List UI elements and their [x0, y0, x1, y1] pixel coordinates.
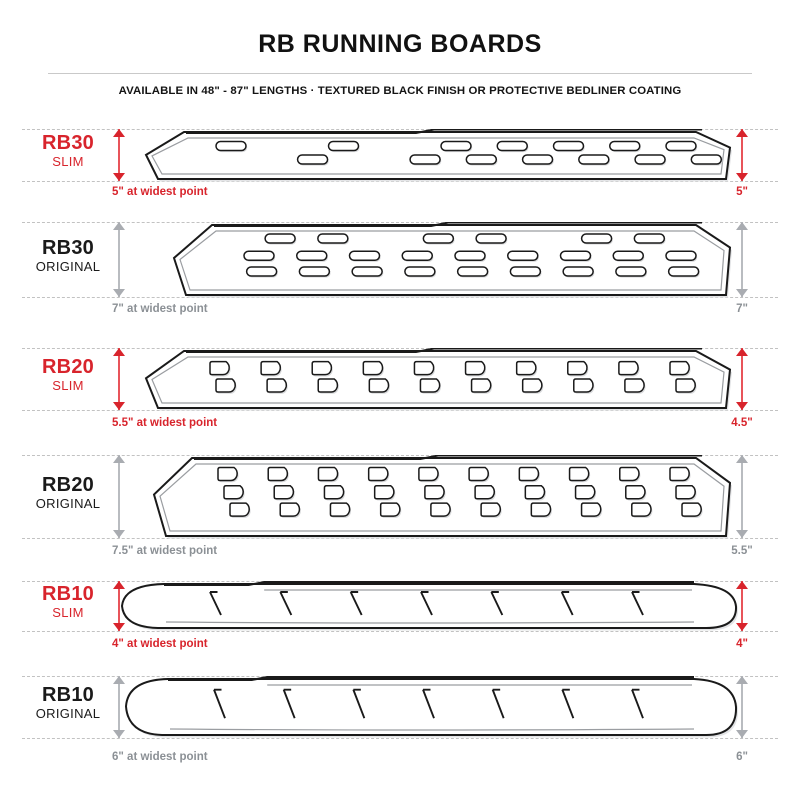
guide-line-top	[22, 455, 778, 456]
running-board-illustration[interactable]	[118, 581, 740, 637]
guide-line-bottom	[22, 631, 778, 632]
width-caption: 5.5" at widest point	[112, 417, 218, 429]
arrow-head-up	[113, 222, 125, 230]
product-label[interactable]: RB20 ORIGINAL	[20, 473, 116, 512]
running-board-illustration[interactable]	[140, 348, 740, 416]
dimension-arrow-right	[735, 129, 749, 181]
arrow-shaft	[118, 348, 120, 410]
dimension-arrow-right	[735, 222, 749, 297]
product-label[interactable]: RB10 ORIGINAL	[20, 685, 116, 722]
arrow-head-up	[736, 129, 748, 137]
width-caption: 5" at widest point	[112, 186, 208, 198]
width-caption: 6" at widest point	[112, 751, 208, 763]
arrow-head-down	[736, 530, 748, 538]
running-board-illustration[interactable]	[148, 455, 740, 544]
running-board-illustration[interactable]	[140, 129, 740, 187]
dimension-arrow-right	[735, 581, 749, 631]
arrow-head-down	[736, 623, 748, 631]
dimension-arrow-left	[112, 455, 126, 538]
guide-line-bottom	[22, 738, 778, 739]
arrow-shaft	[741, 676, 743, 738]
arrow-head-down	[736, 402, 748, 410]
arrow-head-up	[736, 581, 748, 589]
product-model: RB10	[42, 583, 94, 605]
width-value: 6"	[736, 751, 748, 763]
dimension-arrow-right	[735, 455, 749, 538]
dimension-arrow-left	[112, 348, 126, 410]
arrow-head-down	[736, 173, 748, 181]
product-variant: SLIM	[52, 378, 84, 393]
product-model: RB20	[42, 473, 94, 496]
arrow-head-down	[113, 623, 125, 631]
dimension-arrow-left	[112, 581, 126, 631]
arrow-shaft	[118, 222, 120, 297]
header-subtitle: AVAILABLE IN 48" - 87" LENGTHS · TEXTURE…	[118, 85, 682, 97]
arrow-shaft	[741, 455, 743, 538]
arrow-head-up	[113, 129, 125, 137]
product-model: RB30	[42, 132, 94, 154]
arrow-shaft	[741, 222, 743, 297]
product-label[interactable]: RB10 SLIM	[20, 584, 116, 621]
width-value: 4.5"	[731, 417, 753, 429]
arrow-head-down	[113, 173, 125, 181]
arrow-shaft	[741, 129, 743, 181]
arrow-shaft	[118, 581, 120, 631]
product-variant: SLIM	[52, 154, 84, 169]
arrow-head-down	[113, 730, 125, 738]
arrow-head-up	[113, 676, 125, 684]
width-caption: 4" at widest point	[112, 638, 208, 650]
product-model: RB10	[42, 684, 94, 706]
product-variant: ORIGINAL	[35, 706, 101, 721]
arrow-head-up	[113, 581, 125, 589]
guide-line-top	[22, 222, 778, 223]
product-label[interactable]: RB30 SLIM	[20, 133, 116, 170]
dimension-arrow-left	[112, 222, 126, 297]
arrow-head-up	[736, 455, 748, 463]
page-header: RB RUNNING BOARDS AVAILABLE IN 48" - 87"…	[0, 0, 800, 97]
product-model: RB30	[42, 236, 94, 259]
arrow-head-down	[736, 289, 748, 297]
arrow-head-down	[113, 530, 125, 538]
guide-line-top	[22, 129, 778, 130]
width-caption: 7" at widest point	[112, 303, 208, 315]
page-title: RB RUNNING BOARDS	[258, 30, 542, 58]
width-value: 5.5"	[731, 545, 753, 557]
arrow-head-down	[736, 730, 748, 738]
width-value: 7"	[736, 303, 748, 315]
product-variant: SLIM	[52, 605, 84, 620]
product-model: RB20	[42, 356, 94, 378]
arrow-head-up	[736, 348, 748, 356]
guide-line-top	[22, 348, 778, 349]
width-caption: 7.5" at widest point	[112, 545, 218, 557]
header-divider	[48, 73, 752, 74]
arrow-head-up	[736, 222, 748, 230]
dimension-arrow-right	[735, 676, 749, 738]
arrow-shaft	[118, 129, 120, 181]
arrow-shaft	[118, 455, 120, 538]
width-value: 5"	[736, 186, 748, 198]
arrow-shaft	[741, 581, 743, 631]
arrow-shaft	[118, 676, 120, 738]
arrow-head-down	[113, 289, 125, 297]
running-board-illustration[interactable]	[168, 222, 740, 303]
product-variant: ORIGINAL	[35, 258, 101, 274]
product-label[interactable]: RB20 SLIM	[20, 357, 116, 394]
arrow-head-up	[113, 348, 125, 356]
running-board-illustration[interactable]	[122, 676, 740, 744]
width-value: 4"	[736, 638, 748, 650]
product-variant: ORIGINAL	[35, 495, 101, 511]
arrow-head-up	[113, 455, 125, 463]
dimension-arrow-left	[112, 676, 126, 738]
product-label[interactable]: RB30 ORIGINAL	[20, 236, 116, 275]
dimension-arrow-right	[735, 348, 749, 410]
arrow-head-up	[736, 676, 748, 684]
arrow-shaft	[741, 348, 743, 410]
dimension-arrow-left	[112, 129, 126, 181]
arrow-head-down	[113, 402, 125, 410]
